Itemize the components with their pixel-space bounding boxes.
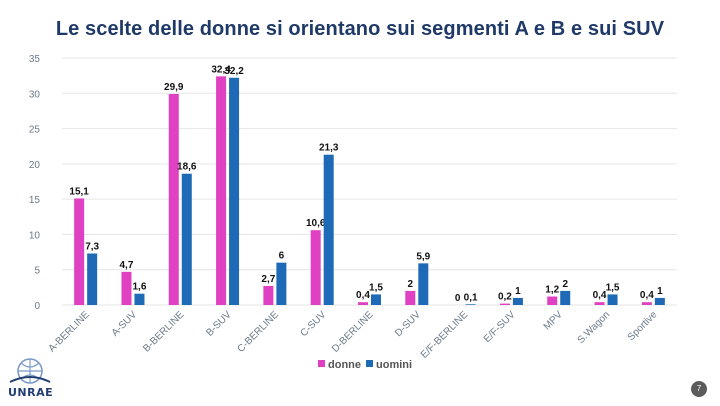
data-label: 32,4 bbox=[211, 64, 231, 75]
x-tick-label: E/F-SUV bbox=[482, 309, 518, 345]
bar-donne bbox=[594, 302, 605, 305]
bar-uomini bbox=[418, 263, 429, 305]
bar-donne bbox=[216, 76, 227, 305]
data-label: 29,9 bbox=[164, 82, 184, 93]
bar-donne bbox=[547, 296, 558, 305]
bar-uomini bbox=[276, 262, 287, 305]
x-tick-label: B-BERLINE bbox=[141, 309, 186, 354]
y-tick-label: 20 bbox=[29, 160, 41, 171]
bar-uomini bbox=[607, 294, 618, 305]
x-tick-label: D-SUV bbox=[393, 309, 423, 339]
bar-donne bbox=[310, 230, 321, 305]
data-label: 0,2 bbox=[498, 292, 512, 303]
data-label: 18,6 bbox=[177, 162, 197, 173]
bar-uomini bbox=[229, 77, 240, 305]
data-label: 1,6 bbox=[133, 282, 147, 293]
data-label: 15,1 bbox=[69, 186, 89, 197]
bar-uomini bbox=[512, 297, 523, 305]
data-label: 6 bbox=[279, 251, 285, 262]
data-label: 7,3 bbox=[85, 241, 99, 252]
data-label: 2 bbox=[562, 279, 568, 290]
bar-donne bbox=[74, 198, 85, 305]
data-label: 1 bbox=[515, 286, 521, 297]
y-tick-label: 10 bbox=[29, 230, 41, 241]
x-tick-label: A-BERLINE bbox=[47, 309, 92, 354]
legend-swatch-uomini bbox=[366, 360, 373, 367]
bar-uomini bbox=[654, 297, 665, 305]
bar-donne bbox=[168, 93, 179, 306]
bar-donne bbox=[358, 302, 368, 305]
data-label: 32,2 bbox=[224, 66, 244, 77]
y-tick-label: 35 bbox=[29, 54, 41, 65]
data-label: 1 bbox=[657, 286, 663, 297]
data-label: 0,4 bbox=[356, 290, 370, 301]
legend-label-donne: donne bbox=[328, 359, 361, 371]
legend-swatch-donne bbox=[318, 360, 325, 367]
data-label: 4,7 bbox=[120, 260, 134, 271]
data-label: 0,1 bbox=[464, 292, 478, 303]
bar-uomini bbox=[465, 304, 476, 305]
bar-uomini bbox=[323, 154, 334, 305]
y-tick-label: 0 bbox=[34, 301, 40, 312]
data-label: 2,7 bbox=[261, 274, 275, 285]
x-tick-label: A-SUV bbox=[110, 309, 140, 339]
bar-donne bbox=[499, 303, 510, 305]
bar-donne bbox=[405, 290, 416, 305]
bar-uomini bbox=[560, 290, 571, 305]
bar-uomini bbox=[134, 293, 145, 305]
data-label: 0 bbox=[455, 293, 461, 304]
data-label: 5,9 bbox=[416, 251, 430, 262]
x-tick-label: D-BERLINE bbox=[330, 309, 376, 355]
data-label: 1,5 bbox=[369, 282, 383, 293]
bar-donne bbox=[263, 285, 274, 305]
data-label: 0,4 bbox=[593, 290, 607, 301]
x-tick-label: S.Wagon bbox=[576, 309, 613, 346]
x-tick-label: C-BERLINE bbox=[235, 309, 281, 355]
y-tick-label: 25 bbox=[29, 125, 41, 136]
y-tick-label: 5 bbox=[34, 266, 40, 277]
data-label: 21,3 bbox=[319, 143, 339, 154]
bar-uomini bbox=[87, 253, 98, 305]
x-tick-label: E/F-BERLINE bbox=[419, 309, 471, 361]
x-tick-label: C-SUV bbox=[299, 309, 329, 339]
data-label: 2 bbox=[408, 279, 414, 290]
bar-uomini bbox=[371, 294, 381, 305]
slide-title: Le scelte delle donne si orientano sui s… bbox=[55, 18, 665, 40]
data-label: 1,5 bbox=[606, 282, 620, 293]
page-number: 7 bbox=[691, 381, 707, 397]
x-tick-label: MPV bbox=[542, 309, 565, 332]
legend-label-uomini: uomini bbox=[376, 359, 412, 371]
bar-donne bbox=[641, 302, 652, 305]
unrae-logo-icon bbox=[9, 358, 51, 384]
x-tick-label: Sportive bbox=[626, 309, 660, 343]
logo-text: UNRAE bbox=[8, 386, 54, 399]
x-tick-label: B-SUV bbox=[204, 309, 234, 339]
y-tick-label: 30 bbox=[29, 89, 41, 100]
data-label: 10,6 bbox=[306, 218, 326, 229]
bar-donne bbox=[121, 271, 132, 305]
y-tick-label: 15 bbox=[29, 195, 41, 206]
data-label: 0,4 bbox=[640, 290, 654, 301]
bar-uomini bbox=[181, 173, 192, 305]
data-label: 1,2 bbox=[545, 285, 559, 296]
